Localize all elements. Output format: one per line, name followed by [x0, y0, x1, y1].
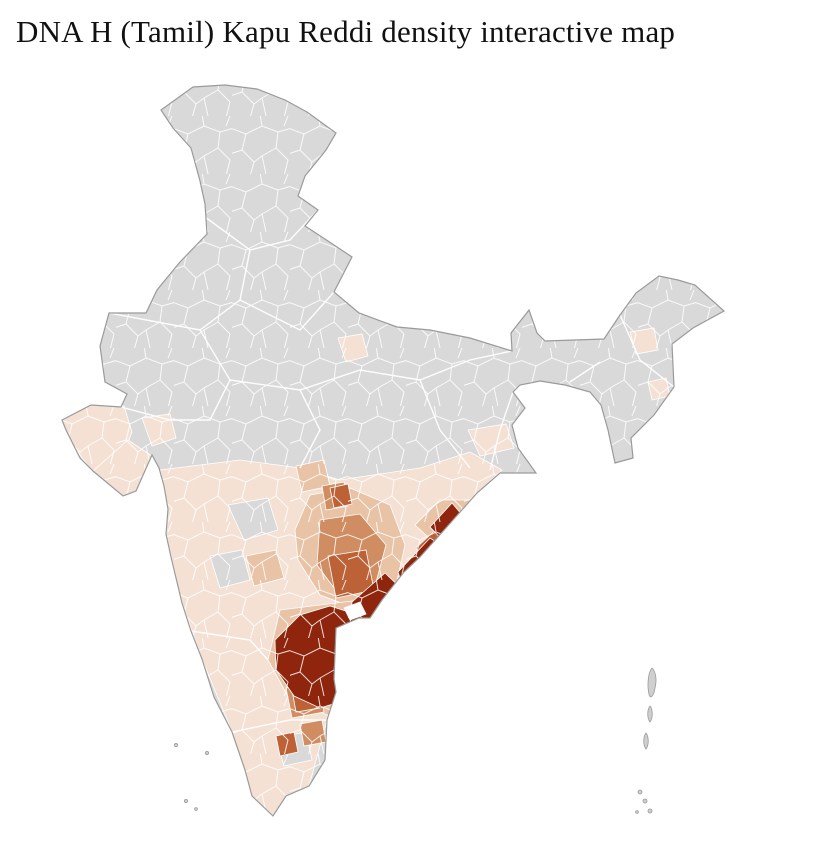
dark-gray-district[interactable]	[544, 443, 570, 479]
island[interactable]	[204, 751, 209, 756]
state-borders	[108, 209, 675, 733]
island[interactable]	[194, 807, 198, 811]
island[interactable]	[642, 798, 648, 804]
andaman-nicobar-islands[interactable]	[635, 667, 657, 814]
district-region[interactable]	[677, 339, 705, 365]
island[interactable]	[637, 789, 643, 795]
district-borders-texture	[62, 85, 724, 816]
island[interactable]	[183, 799, 188, 804]
island[interactable]	[647, 808, 653, 814]
page-title: DNA H (Tamil) Kapu Reddi density interac…	[16, 14, 676, 49]
lakshadweep-islands[interactable]	[173, 743, 209, 811]
island[interactable]	[635, 810, 639, 814]
island[interactable]	[643, 732, 649, 750]
island[interactable]	[647, 667, 657, 698]
island[interactable]	[173, 743, 178, 748]
india-coastline	[61, 84, 726, 817]
island[interactable]	[647, 705, 653, 723]
